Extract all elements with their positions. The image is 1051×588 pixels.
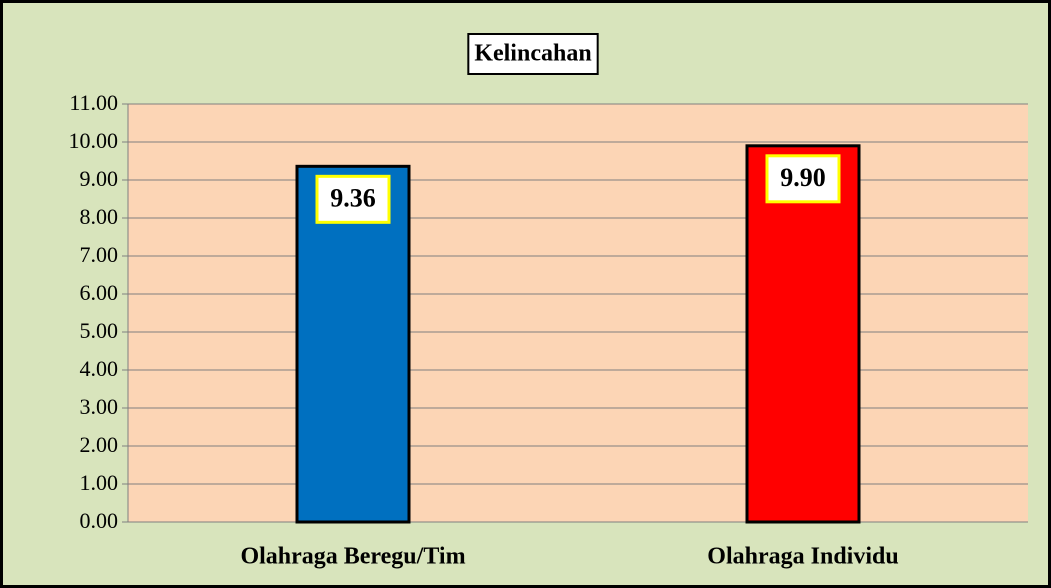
- y-tick-label: 1.00: [80, 470, 119, 495]
- data-label: 9.36: [330, 183, 376, 212]
- y-tick-label: 4.00: [80, 356, 119, 381]
- data-label: 9.90: [780, 163, 826, 192]
- y-tick-label: 0.00: [80, 508, 119, 533]
- chart-title: Kelincahan: [474, 41, 591, 67]
- plot-area: [128, 104, 1028, 522]
- bar: [295, 164, 411, 524]
- y-tick-label: 11.00: [69, 90, 118, 115]
- title-box: [467, 33, 599, 75]
- x-tick-label: Olahraga Individu: [707, 544, 898, 570]
- y-tick-label: 10.00: [69, 128, 119, 153]
- data-label-box: [315, 174, 391, 224]
- bar: [745, 144, 861, 524]
- y-tick-label: 2.00: [80, 432, 119, 457]
- data-label-box: [765, 154, 841, 204]
- y-tick-label: 3.00: [80, 394, 119, 419]
- x-tick-label: Olahraga Beregu/Tim: [240, 544, 465, 570]
- y-tick-label: 8.00: [80, 204, 119, 229]
- y-tick-label: 6.00: [80, 280, 119, 305]
- y-tick-label: 7.00: [80, 242, 119, 267]
- y-tick-label: 9.00: [80, 166, 119, 191]
- y-tick-label: 5.00: [80, 318, 119, 343]
